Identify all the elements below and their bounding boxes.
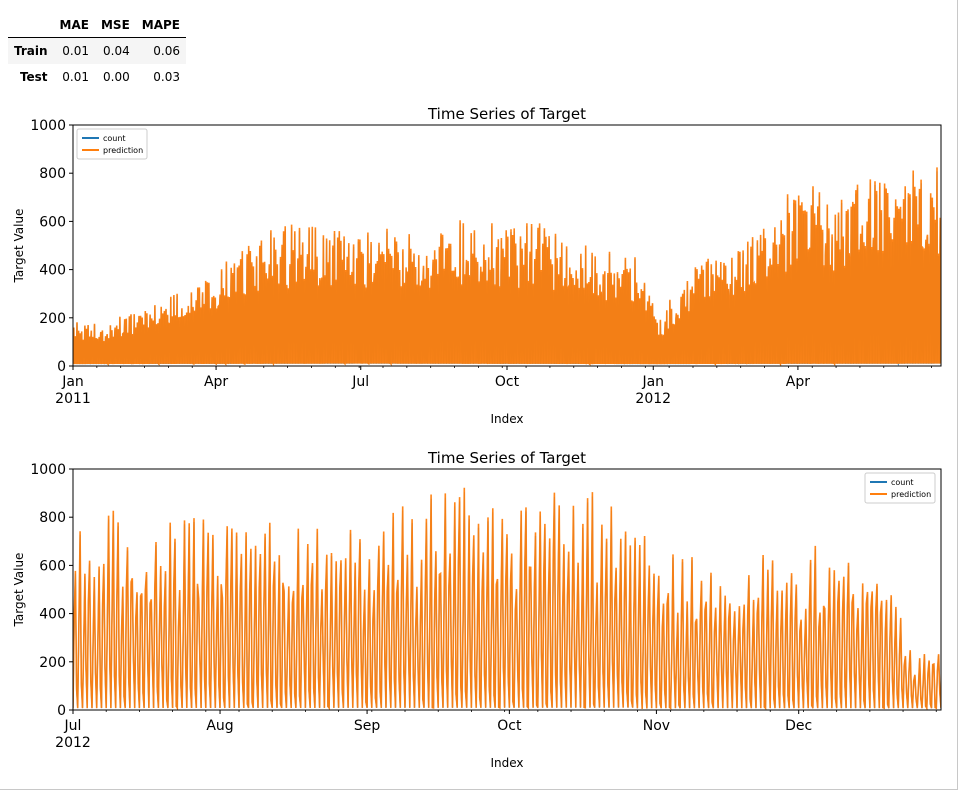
legend-label-count: count [103, 134, 126, 143]
y-tick-label: 1000 [30, 118, 66, 134]
metrics-corner-cell [8, 13, 54, 38]
legend-box [76, 128, 148, 160]
metrics-cell: 0.01 [62, 44, 89, 58]
x-tick-label: Nov [643, 718, 670, 734]
x-tick-label: Jul [351, 374, 369, 390]
time-series-chart-test: Time Series of Target 0 200 400 600 800 1000 Ta… [12, 449, 942, 770]
x-axis-label: Index [490, 412, 523, 426]
metrics-cell: 0.04 [103, 44, 130, 58]
y-tick-label: 400 [39, 263, 66, 279]
legend-label-prediction: prediction [103, 146, 143, 155]
metrics-row-label: Test [19, 70, 48, 84]
plot-lines [73, 487, 941, 710]
metrics-header-mse: MSE [94, 13, 136, 38]
x-tick-label: Jan [641, 374, 664, 390]
chart-title: Time Series of Target [427, 105, 586, 123]
y-tick-label: 800 [39, 166, 66, 182]
legend-label-prediction: prediction [891, 490, 931, 499]
metrics-cell: 0.06 [153, 44, 180, 58]
time-series-chart-train: Time Series of Target 0 200 400 600 800 1000 Ta… [12, 105, 942, 426]
y-tick-label: 800 [39, 510, 66, 526]
y-tick-label: 0 [57, 703, 66, 719]
metrics-row-train: Train 0.01 0.04 0.06 [8, 37, 186, 64]
y-axis-label: Target Value [12, 553, 26, 628]
y-tick-label: 400 [39, 607, 66, 623]
x-tick-label: Oct [497, 718, 522, 734]
series-count-line [73, 171, 941, 366]
x-tick-label: Dec [785, 718, 812, 734]
plot-frame [72, 468, 942, 711]
metrics-header-row: MAE MSE MAPE [8, 13, 186, 38]
x-tick-label: Jul [64, 718, 82, 734]
x-tick-sublabel: 2012 [635, 391, 671, 407]
x-axis-label: Index [490, 756, 523, 770]
metrics-row-label: Train [14, 44, 48, 58]
metrics-row-test: Test 0.01 0.00 0.03 [8, 64, 186, 90]
x-tick-label: Aug [206, 718, 233, 734]
metrics-header-mape: MAPE [135, 13, 186, 38]
plot-lines [73, 167, 941, 366]
plot-frame [72, 124, 942, 367]
y-tick-label: 600 [39, 214, 66, 230]
metrics-cell: 0.03 [153, 70, 180, 84]
legend-label-count: count [891, 478, 914, 487]
x-tick-sublabel: 2011 [55, 391, 91, 407]
y-tick-label: 200 [39, 311, 66, 327]
x-tick-sublabel: 2012 [55, 735, 91, 751]
chart-title: Time Series of Target [427, 449, 586, 467]
x-tick-label: Sep [354, 718, 381, 734]
legend-box [864, 472, 936, 504]
y-tick-label: 1000 [30, 462, 66, 478]
x-tick-label: Jan [61, 374, 84, 390]
y-tick-label: 200 [39, 655, 66, 671]
metrics-cell: 0.00 [103, 70, 130, 84]
y-tick-label: 0 [57, 359, 66, 375]
x-tick-label: Oct [495, 374, 520, 390]
series-prediction-line [73, 487, 941, 710]
series-prediction-line [73, 167, 941, 366]
y-tick-label: 600 [39, 558, 66, 574]
metrics-header-mae: MAE [53, 13, 95, 38]
metrics-table: MAE MSE MAPE Train 0.01 0.04 0.06 Test 0… [8, 13, 186, 90]
metrics-cell: 0.01 [62, 70, 89, 84]
x-tick-label: Apr [204, 374, 228, 390]
x-tick-label: Apr [786, 374, 810, 390]
y-axis-label: Target Value [12, 209, 26, 284]
